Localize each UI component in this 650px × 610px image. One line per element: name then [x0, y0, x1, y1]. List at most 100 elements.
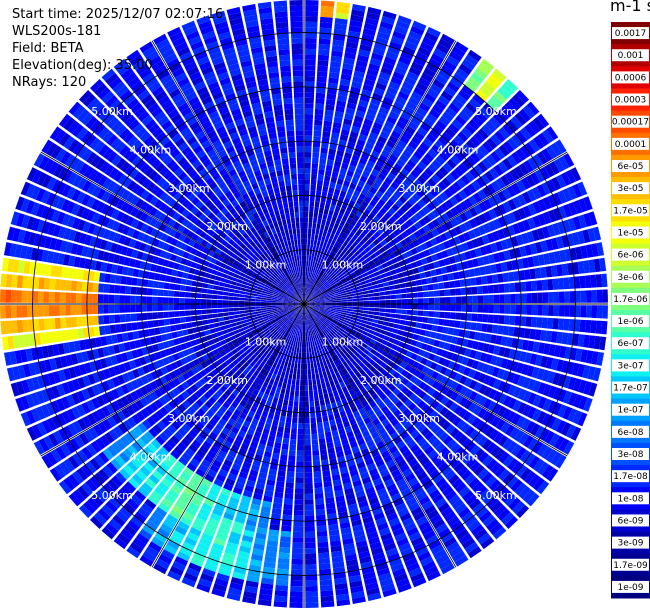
- ppi-gate-cell: [352, 309, 358, 313]
- ppi-gate-cell: [318, 276, 324, 282]
- ppi-gate-cell: [408, 402, 417, 412]
- ppi-gate-cell: [357, 294, 364, 299]
- ppi-gate-cell: [310, 363, 314, 369]
- ppi-gate-cell: [363, 307, 370, 311]
- ppi-gate-cell: [590, 274, 597, 288]
- ppi-gate-cell: [519, 467, 532, 481]
- ppi-gate-cell: [371, 168, 380, 177]
- ppi-gate-cell: [345, 372, 351, 380]
- ppi-gate-cell: [492, 378, 502, 390]
- ppi-gate-cell: [335, 309, 342, 312]
- ppi-gate-cell: [537, 254, 546, 266]
- ppi-gate-cell: [330, 297, 337, 300]
- ppi-gate-cell: [314, 351, 318, 358]
- ppi-gate-cell: [277, 557, 290, 565]
- ppi-gate-cell: [413, 179, 423, 189]
- ppi-gate-cell: [490, 95, 503, 108]
- ppi-gate-cell: [372, 405, 381, 413]
- ppi-gate-cell: [296, 450, 304, 456]
- ppi-gate-cell: [311, 278, 315, 285]
- ppi-gate-cell: [339, 315, 346, 320]
- ppi-gate-cell: [536, 184, 547, 197]
- ppi-gate-cell: [348, 363, 355, 370]
- ppi-gate-cell: [104, 325, 111, 335]
- ppi-gate-cell: [329, 323, 335, 328]
- ppi-gate-cell: [334, 354, 340, 361]
- ppi-gate-cell: [323, 120, 333, 127]
- ppi-gate-cell: [384, 312, 391, 318]
- ppi-gate-cell: [431, 218, 440, 228]
- ppi-gate-cell: [305, 293, 307, 299]
- ppi-gate-cell: [417, 423, 427, 433]
- ppi-gate-cell: [321, 382, 327, 389]
- ppi-gate-cell: [423, 351, 431, 359]
- ppi-gate-cell: [459, 223, 468, 233]
- ppi-gate-cell: [352, 336, 359, 343]
- ppi-gate-cell: [363, 417, 372, 425]
- ppi-gate-cell: [274, 595, 288, 603]
- ppi-gate-cell: [305, 308, 309, 315]
- ppi-gate-cell: [459, 321, 466, 329]
- ppi-gate-cell: [334, 333, 341, 339]
- ppi-gate-cell: [413, 150, 423, 161]
- ppi-gate-cell: [545, 356, 554, 369]
- ppi-gate-cell: [461, 490, 474, 502]
- ppi-gate-cell: [317, 547, 330, 554]
- ppi-gate-cell: [582, 365, 591, 379]
- ppi-gate-cell: [397, 217, 405, 226]
- ppi-gate-cell: [325, 298, 331, 301]
- ppi-gate-cell: [470, 277, 477, 286]
- ppi-gate-cell: [493, 164, 504, 177]
- ppi-gate-cell: [479, 510, 492, 523]
- ppi-gate-cell: [498, 346, 506, 357]
- ppi-gate-cell: [159, 326, 166, 334]
- ppi-gate-cell: [390, 167, 400, 177]
- ppi-gate-cell: [431, 144, 442, 155]
- ppi-gate-cell: [339, 134, 349, 142]
- ppi-gate-cell: [429, 331, 437, 339]
- ppi-gate-cell: [336, 305, 342, 308]
- ppi-gate-cell: [327, 192, 334, 200]
- ppi-gate-cell: [451, 478, 464, 489]
- ppi-gate-cell: [494, 147, 506, 160]
- ppi-gate-cell: [408, 501, 420, 512]
- ppi-gate-cell: [130, 313, 137, 322]
- ppi-gate-cell: [550, 331, 558, 343]
- ppi-gate-cell: [449, 427, 460, 438]
- ppi-gate-cell: [317, 366, 322, 373]
- ppi-gate-cell: [327, 263, 333, 269]
- ppi-gate-cell: [354, 342, 361, 349]
- ppi-gate-cell: [443, 319, 450, 327]
- ppi-gate-cell: [351, 247, 358, 254]
- ppi-gate-cell: [446, 515, 460, 527]
- ppi-gate-cell: [309, 357, 314, 364]
- ppi-gate-cell: [529, 243, 538, 255]
- ppi-gate-cell: [400, 265, 408, 272]
- ppi-gate-cell: [412, 310, 418, 316]
- ppi-gate-cell: [379, 312, 385, 317]
- ppi-gate-cell: [304, 233, 308, 239]
- ppi-gate-cell: [341, 185, 349, 193]
- ppi-gate-cell: [408, 567, 423, 578]
- ppi-gate-cell: [323, 281, 329, 286]
- ppi-gate-cell: [471, 115, 484, 127]
- ppi-gate-cell: [320, 377, 325, 384]
- ppi-gate-cell: [308, 271, 311, 278]
- ppi-gate-cell: [326, 442, 334, 449]
- ppi-gate-cell: [534, 267, 542, 279]
- ppi-gate-cell: [415, 259, 423, 267]
- ppi-gate-cell: [388, 384, 397, 392]
- ppi-gate-cell: [415, 189, 425, 199]
- ppi-gate-cell: [430, 238, 438, 247]
- ppi-gate-cell: [345, 41, 359, 49]
- ppi-gate-cell: [393, 379, 401, 388]
- ppi-gate-cell: [427, 387, 436, 396]
- ppi-gate-cell: [358, 307, 364, 310]
- ppi-gate-cell: [390, 468, 401, 478]
- ppi-gate-cell: [463, 198, 473, 209]
- ppi-gate-cell: [444, 399, 454, 409]
- ppi-gate-cell: [296, 346, 300, 353]
- ppi-gate-cell: [516, 180, 527, 193]
- ppi-gate-cell: [324, 295, 331, 299]
- ppi-gate-cell: [374, 203, 383, 211]
